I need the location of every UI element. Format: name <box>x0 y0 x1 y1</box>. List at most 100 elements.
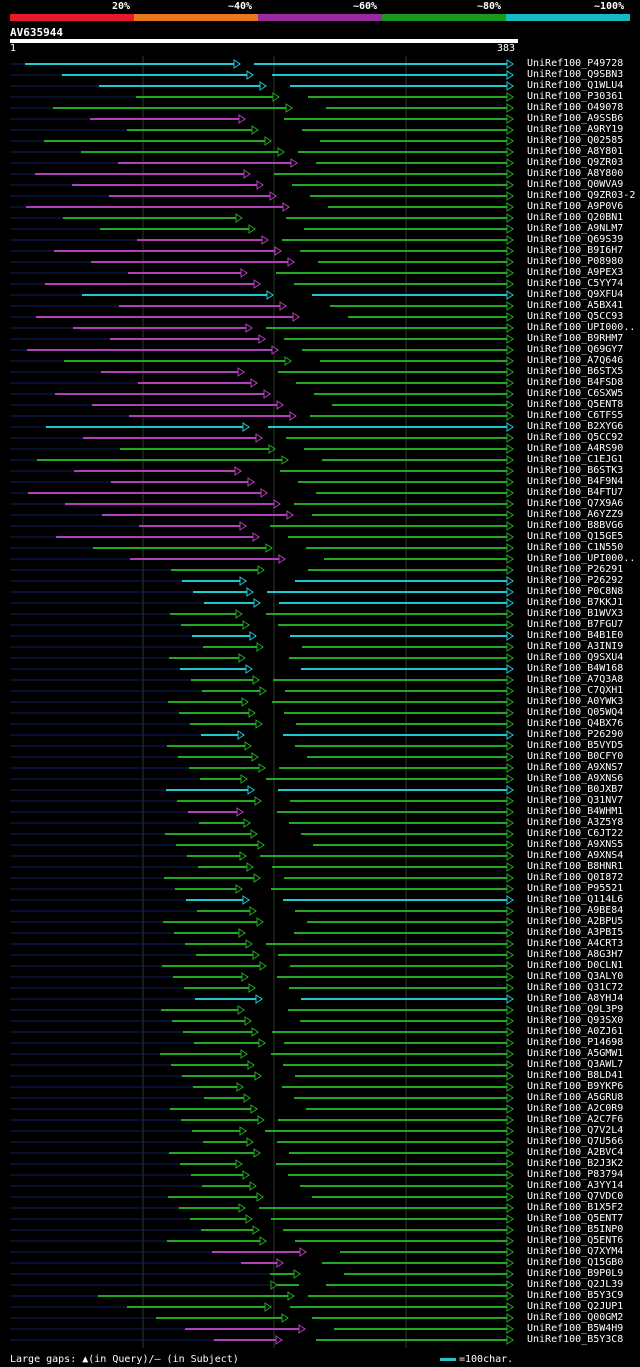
hit-label[interactable]: UniRef100_P26290 <box>527 729 624 740</box>
hit-label[interactable]: UniRef100_A8Y801 <box>527 146 624 157</box>
hit-label[interactable]: UniRef100_B0JXB7 <box>527 784 624 795</box>
hit-label[interactable]: UniRef100_A9RY19 <box>527 124 624 135</box>
hit-label[interactable]: UniRef100_B8LD41 <box>527 1070 624 1081</box>
hit-label[interactable]: UniRef100_B4W168 <box>527 663 624 674</box>
hit-label[interactable]: UniRef100_UPI000.. <box>527 322 636 333</box>
hit-label[interactable]: UniRef100_B2XYG6 <box>527 421 624 432</box>
hit-label[interactable]: UniRef100_B6STX5 <box>527 366 624 377</box>
hit-label[interactable]: UniRef100_A9XNS4 <box>527 850 624 861</box>
hit-label[interactable]: UniRef100_Q31NV7 <box>527 795 624 806</box>
hit-label[interactable]: UniRef100_B8HNR1 <box>527 861 624 872</box>
hit-label[interactable]: UniRef100_A5GMW1 <box>527 1048 624 1059</box>
hit-label[interactable]: UniRef100_B9RHM7 <box>527 333 624 344</box>
hit-label[interactable]: UniRef100_Q2JL39 <box>527 1279 624 1290</box>
hit-label[interactable]: UniRef100_Q69GY7 <box>527 344 624 355</box>
hit-label[interactable]: UniRef100_A9BE84 <box>527 905 624 916</box>
hit-label[interactable]: UniRef100_UPI000.. <box>527 553 636 564</box>
hit-label[interactable]: UniRef100_Q7U566 <box>527 1136 624 1147</box>
hit-label[interactable]: UniRef100_Q93SX0 <box>527 1015 624 1026</box>
hit-label[interactable]: UniRef100_B9I6H7 <box>527 245 624 256</box>
hit-label[interactable]: UniRef100_A2BVC4 <box>527 1147 624 1158</box>
hit-label[interactable]: UniRef100_O49078 <box>527 102 624 113</box>
hit-label[interactable]: UniRef100_A4RS90 <box>527 443 624 454</box>
hit-label[interactable]: UniRef100_B2J3K2 <box>527 1158 624 1169</box>
hit-label[interactable]: UniRef100_Q3AWL7 <box>527 1059 624 1070</box>
hit-label[interactable]: UniRef100_A0YWK3 <box>527 696 624 707</box>
hit-label[interactable]: UniRef100_Q5CC92 <box>527 432 624 443</box>
hit-label[interactable]: UniRef100_P26292 <box>527 575 624 586</box>
hit-label[interactable]: UniRef100_A6YZZ9 <box>527 509 624 520</box>
hit-label[interactable]: UniRef100_B1X5F2 <box>527 1202 624 1213</box>
hit-label[interactable]: UniRef100_P95521 <box>527 883 624 894</box>
hit-label[interactable]: UniRef100_C6JT22 <box>527 828 624 839</box>
hit-label[interactable]: UniRef100_Q3ALY0 <box>527 971 624 982</box>
hit-label[interactable]: UniRef100_Q7XYM4 <box>527 1246 624 1257</box>
hit-label[interactable]: UniRef100_P08980 <box>527 256 624 267</box>
hit-label[interactable]: UniRef100_Q4BX76 <box>527 718 624 729</box>
hit-label[interactable]: UniRef100_A3Z5Y8 <box>527 817 624 828</box>
hit-label[interactable]: UniRef100_B5Y3C9 <box>527 1290 624 1301</box>
hit-label[interactable]: UniRef100_P83794 <box>527 1169 624 1180</box>
hit-label[interactable]: UniRef100_A4CRT3 <box>527 938 624 949</box>
hit-label[interactable]: UniRef100_B9YKP6 <box>527 1081 624 1092</box>
hit-label[interactable]: UniRef100_Q7X9A6 <box>527 498 624 509</box>
hit-label[interactable]: UniRef100_Q05WQ4 <box>527 707 624 718</box>
hit-label[interactable]: UniRef100_B5W4H9 <box>527 1323 624 1334</box>
hit-label[interactable]: UniRef100_Q9L3P9 <box>527 1004 624 1015</box>
hit-label[interactable]: UniRef100_B4FSD8 <box>527 377 624 388</box>
hit-label[interactable]: UniRef100_B7FGU7 <box>527 619 624 630</box>
hit-label[interactable]: UniRef100_P49728 <box>527 58 624 69</box>
hit-label[interactable]: UniRef100_Q9XFU4 <box>527 289 624 300</box>
hit-label[interactable]: UniRef100_Q1WLU4 <box>527 80 624 91</box>
hit-label[interactable]: UniRef100_B9P0L9 <box>527 1268 624 1279</box>
hit-label[interactable]: UniRef100_A7Q646 <box>527 355 624 366</box>
hit-label[interactable]: UniRef100_C1EJG1 <box>527 454 624 465</box>
hit-label[interactable]: UniRef100_Q00GM2 <box>527 1312 624 1323</box>
hit-label[interactable]: UniRef100_B4F9N4 <box>527 476 624 487</box>
hit-label[interactable]: UniRef100_A3YY14 <box>527 1180 624 1191</box>
hit-label[interactable]: UniRef100_A9SSB6 <box>527 113 624 124</box>
hit-label[interactable]: UniRef100_D0CLN1 <box>527 960 624 971</box>
hit-label[interactable]: UniRef100_B5INP0 <box>527 1224 624 1235</box>
hit-label[interactable]: UniRef100_Q9ZR03 <box>527 157 624 168</box>
hit-label[interactable]: UniRef100_Q9SBN3 <box>527 69 624 80</box>
hit-label[interactable]: UniRef100_A9XNS7 <box>527 762 624 773</box>
hit-label[interactable]: UniRef100_P30361 <box>527 91 624 102</box>
hit-label[interactable]: UniRef100_A9PEX3 <box>527 267 624 278</box>
hit-label[interactable]: UniRef100_A2C7F6 <box>527 1114 624 1125</box>
hit-label[interactable]: UniRef100_Q31C72 <box>527 982 624 993</box>
hit-label[interactable]: UniRef100_Q15GE5 <box>527 531 624 542</box>
hit-label[interactable]: UniRef100_Q9SXU4 <box>527 652 624 663</box>
hit-label[interactable]: UniRef100_A9XNS6 <box>527 773 624 784</box>
hit-label[interactable]: UniRef100_A8G3H7 <box>527 949 624 960</box>
hit-label[interactable]: UniRef100_A5GRU8 <box>527 1092 624 1103</box>
hit-label[interactable]: UniRef100_B6STK3 <box>527 465 624 476</box>
hit-label[interactable]: UniRef100_Q15GB0 <box>527 1257 624 1268</box>
hit-label[interactable]: UniRef100_C5YY74 <box>527 278 624 289</box>
hit-label[interactable]: UniRef100_B8BVG6 <box>527 520 624 531</box>
hit-label[interactable]: UniRef100_Q7V2L4 <box>527 1125 624 1136</box>
hit-label[interactable]: UniRef100_B7KKJ1 <box>527 597 624 608</box>
hit-label[interactable]: UniRef100_Q5ENT7 <box>527 1213 624 1224</box>
hit-label[interactable]: UniRef100_Q5ENT6 <box>527 1235 624 1246</box>
hit-label[interactable]: UniRef100_C1N550 <box>527 542 624 553</box>
hit-label[interactable]: UniRef100_A3PBI5 <box>527 927 624 938</box>
hit-label[interactable]: UniRef100_C6TFS5 <box>527 410 624 421</box>
hit-label[interactable]: UniRef100_Q2JUP1 <box>527 1301 624 1312</box>
hit-label[interactable]: UniRef100_Q02585 <box>527 135 624 146</box>
hit-label[interactable]: UniRef100_C6SXW5 <box>527 388 624 399</box>
hit-label[interactable]: UniRef100_A9XNS5 <box>527 839 624 850</box>
hit-label[interactable]: UniRef100_A7Q3A8 <box>527 674 624 685</box>
hit-label[interactable]: UniRef100_Q0WVA9 <box>527 179 624 190</box>
hit-label[interactable]: UniRef100_A2BPU5 <box>527 916 624 927</box>
hit-label[interactable]: UniRef100_Q69S39 <box>527 234 624 245</box>
hit-label[interactable]: UniRef100_P26291 <box>527 564 624 575</box>
hit-label[interactable]: UniRef100_A2C0R9 <box>527 1103 624 1114</box>
hit-label[interactable]: UniRef100_B4FTU7 <box>527 487 624 498</box>
hit-label[interactable]: UniRef100_Q7VDC0 <box>527 1191 624 1202</box>
hit-label[interactable]: UniRef100_C7QXH1 <box>527 685 624 696</box>
hit-label[interactable]: UniRef100_Q5CC93 <box>527 311 624 322</box>
hit-label[interactable]: UniRef100_A9NLM7 <box>527 223 624 234</box>
hit-label[interactable]: UniRef100_Q0I872 <box>527 872 624 883</box>
hit-label[interactable]: UniRef100_Q20BN1 <box>527 212 624 223</box>
